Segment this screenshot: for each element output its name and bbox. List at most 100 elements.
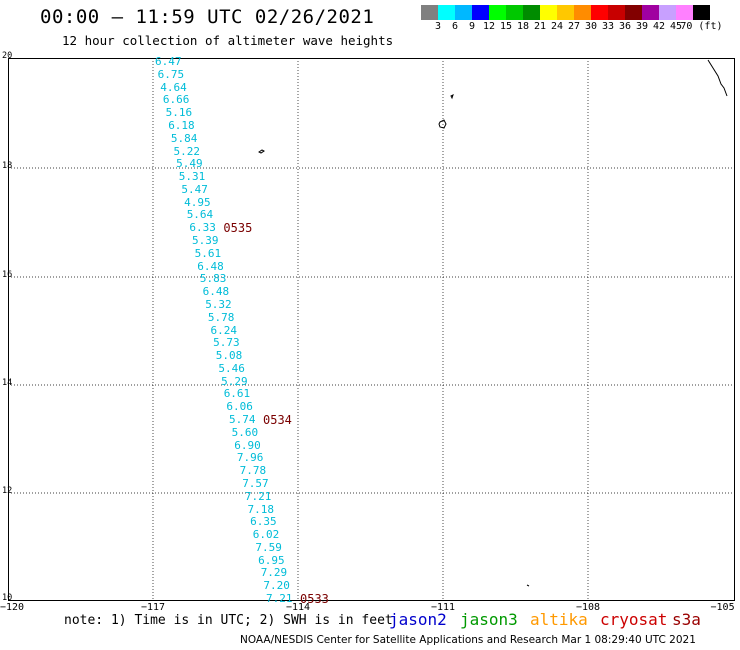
- wave-height-value: 5.29: [221, 374, 248, 388]
- wave-height-value: 6.06: [226, 400, 253, 414]
- legend-label: 15: [499, 21, 513, 32]
- wave-height-value: 6.61: [223, 387, 251, 401]
- legend-swatch: [438, 5, 455, 20]
- wave-height-value: 7.29: [260, 566, 288, 580]
- wave-height-value: 5.83: [199, 272, 227, 286]
- wave-height-value: 6.33: [189, 221, 216, 235]
- wave-height-value: 6.75: [157, 67, 185, 81]
- legend-label: 45: [669, 21, 683, 32]
- legend-label: 21: [533, 21, 547, 32]
- legend-label: 6: [451, 21, 459, 32]
- coastline-mainland: [707, 59, 728, 97]
- wave-height-value: 7.21: [244, 489, 272, 503]
- legend-swatch: [693, 5, 710, 20]
- satellite-label-s3a: s3a: [672, 610, 701, 629]
- footer-note: note: 1) Time is in UTC; 2) SWH is in fe…: [64, 613, 393, 628]
- coastline: [258, 59, 728, 587]
- legend-swatch: [591, 5, 608, 20]
- color-legend: [421, 5, 710, 20]
- wave-height-value: 6.18: [168, 118, 195, 132]
- wave-height-value: 7.18: [247, 502, 275, 516]
- satellite-label-jason3: jason3: [460, 610, 518, 629]
- x-tick-label: −108: [575, 602, 601, 613]
- legend-label: 9: [468, 21, 476, 32]
- legend-swatch: [455, 5, 472, 20]
- x-tick-label: −120: [0, 602, 25, 613]
- legend-label: 33: [601, 21, 615, 32]
- legend-swatch: [659, 5, 676, 20]
- footer-credit: NOAA/NESDIS Center for Satellite Applica…: [240, 634, 696, 646]
- wave-height-value: 6.90: [234, 438, 261, 452]
- island-revillagigedo-3: [450, 94, 454, 100]
- wave-height-value: 7.59: [255, 540, 282, 554]
- legend-swatch: [608, 5, 625, 20]
- wave-height-value: 5.22: [173, 144, 201, 158]
- y-tick-label: 14: [2, 378, 13, 388]
- plot-frame: [8, 58, 735, 601]
- wave-height-value: 5.84: [170, 131, 198, 145]
- wave-height-value: 6.48: [197, 259, 224, 273]
- wave-height-value: 7.57: [242, 476, 269, 490]
- legend-swatch: [574, 5, 591, 20]
- legend-swatch: [540, 5, 557, 20]
- wave-height-value: 7.21: [266, 592, 293, 605]
- legend-swatch: [676, 5, 693, 20]
- wave-height-value: 5.31: [178, 170, 206, 184]
- legend-swatch: [506, 5, 523, 20]
- legend-label: 12: [482, 21, 496, 32]
- wave-height-value: 6.47: [155, 55, 182, 68]
- y-tick-label: 20: [2, 51, 13, 61]
- y-tick-label: 10: [2, 593, 13, 603]
- x-tick-label: −105: [710, 602, 735, 613]
- wave-height-value: 6.95: [258, 553, 285, 567]
- legend-label: 30: [584, 21, 598, 32]
- wave-height-value: 5.16: [165, 106, 193, 120]
- map-plot: [8, 58, 735, 601]
- island-clipperton: [526, 584, 530, 587]
- map-title: 00:00 – 11:59 UTC 02/26/2021: [40, 6, 375, 28]
- satellite-label-cryosat: cryosat: [600, 610, 668, 629]
- legend-label: 42: [652, 21, 666, 32]
- y-tick-label: 16: [2, 270, 13, 280]
- pass-time-label: 0535: [223, 220, 253, 235]
- wave-height-value: 7.78: [239, 464, 267, 478]
- x-tick-label: −111: [430, 602, 456, 613]
- x-tick-label: −117: [140, 602, 166, 613]
- wave-height-value: 4.64: [160, 80, 187, 94]
- pass-time-label: 0534: [263, 412, 292, 427]
- wave-height-value: 5.61: [194, 246, 222, 260]
- island-revillagigedo-2: [438, 119, 447, 129]
- wave-height-value: 5.32: [205, 297, 232, 311]
- legend-label: 70 (ft): [680, 21, 723, 32]
- island-revillagigedo-1: [258, 149, 265, 154]
- legend-label: 24: [550, 21, 564, 32]
- wave-height-value: 5.64: [186, 208, 214, 222]
- wave-height-value: 5.73: [213, 336, 240, 350]
- legend-swatch: [557, 5, 574, 20]
- legend-swatch: [523, 5, 540, 20]
- legend-label: 39: [635, 21, 649, 32]
- legend-swatch: [421, 5, 438, 20]
- pass-time-label: 0533: [300, 591, 329, 606]
- legend-swatch: [625, 5, 642, 20]
- satellite-label-jason2: jason2: [389, 610, 447, 629]
- wave-height-value: 7.20: [263, 579, 290, 593]
- wave-height-value: 5.74: [229, 413, 256, 426]
- wave-height-value: 6.24: [210, 323, 238, 337]
- wave-height-value: 5.78: [207, 310, 235, 324]
- legend-label: 36: [618, 21, 632, 32]
- wave-height-value: 6.48: [202, 285, 230, 299]
- wave-height-value: 5.46: [218, 361, 245, 375]
- wave-height-value: 6.66: [162, 93, 190, 107]
- wave-height-value: 6.02: [252, 528, 280, 542]
- wave-height-value: 5.08: [215, 349, 243, 363]
- wave-height-value: 5.49: [176, 157, 203, 171]
- y-tick-label: 18: [2, 161, 13, 171]
- legend-swatch: [472, 5, 489, 20]
- legend-swatch: [489, 5, 506, 20]
- legend-label: 27: [567, 21, 581, 32]
- map-subtitle: 12 hour collection of altimeter wave hei…: [62, 33, 394, 48]
- wave-height-value: 4.95: [184, 195, 211, 209]
- legend-swatch: [642, 5, 659, 20]
- legend-label: 18: [516, 21, 530, 32]
